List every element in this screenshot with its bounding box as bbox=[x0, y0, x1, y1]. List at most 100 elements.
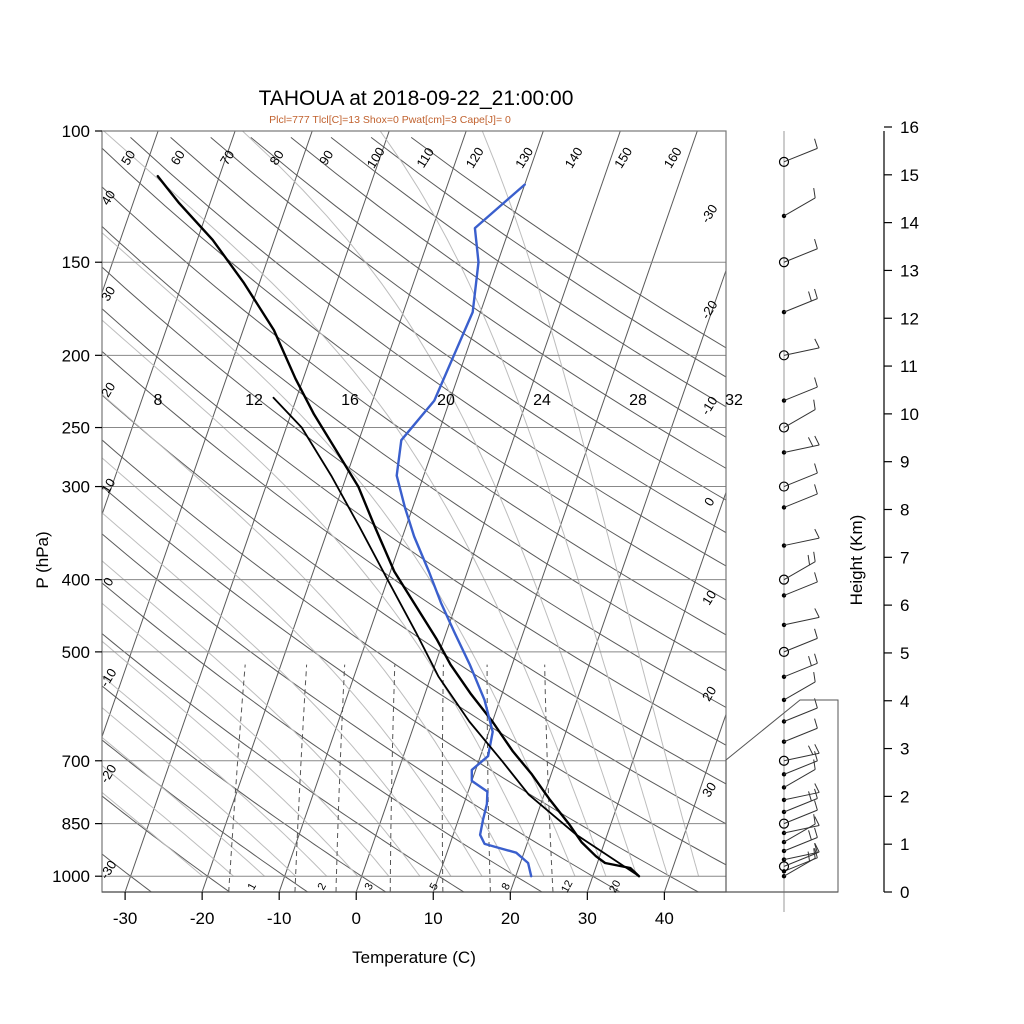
dry-adiabat-label: 60 bbox=[167, 148, 187, 168]
wind-barb-feather bbox=[814, 608, 820, 618]
moist-adiabat-label: 16 bbox=[341, 392, 359, 409]
height-tick-label: 1 bbox=[900, 835, 909, 854]
mixing-ratio-label: 8 bbox=[500, 881, 513, 892]
wind-level-marker bbox=[778, 755, 790, 766]
wind-barb-feather bbox=[813, 671, 816, 682]
mixing-ratio-label: 3 bbox=[363, 881, 376, 892]
wind-barb-feather bbox=[814, 463, 818, 474]
temperature-tick-label: -10 bbox=[267, 909, 292, 928]
wind-barb-feather bbox=[814, 751, 818, 762]
moist-adiabat-label: 28 bbox=[629, 392, 647, 409]
wind-level-marker bbox=[778, 818, 790, 829]
temperature-tick-label: 40 bbox=[655, 909, 674, 928]
wind-barb-feather bbox=[814, 628, 818, 639]
isotherm-label-left: 20 bbox=[98, 380, 118, 400]
wind-level-marker bbox=[778, 481, 790, 492]
wind-barb bbox=[783, 825, 820, 834]
isotherm-label-left: 40 bbox=[98, 188, 118, 208]
dry-adiabat-label: 90 bbox=[316, 148, 336, 168]
wind-barb-feather bbox=[814, 827, 818, 838]
wind-barb bbox=[783, 857, 818, 872]
pressure-tick-label: 400 bbox=[62, 571, 90, 590]
isotherm-label-right: 30 bbox=[699, 780, 719, 800]
mixing-ratio-label: 12 bbox=[559, 878, 575, 894]
plot-area bbox=[101, 130, 727, 893]
temperature-tick-label: -20 bbox=[190, 909, 215, 928]
pressure-tick-label: 150 bbox=[62, 253, 90, 272]
wind-barb bbox=[783, 662, 818, 678]
height-tick-label: 4 bbox=[900, 692, 909, 711]
isotherm-label-left: 30 bbox=[98, 284, 118, 304]
wind-barb-feather bbox=[814, 338, 820, 349]
wind-barb bbox=[783, 823, 816, 843]
wind-barb-feather bbox=[814, 800, 818, 811]
wind-barb-feather bbox=[814, 816, 820, 826]
pressure-tick-label: 1000 bbox=[52, 867, 90, 886]
wind-barb-feather bbox=[807, 437, 814, 447]
isotherm-label-left: -10 bbox=[97, 666, 120, 690]
height-tick-label: 2 bbox=[900, 787, 909, 806]
temperature-tick-label: 0 bbox=[351, 909, 360, 928]
wind-barb bbox=[783, 851, 820, 861]
moist-adiabat-label: 32 bbox=[725, 392, 743, 409]
y-axis-label: P (hPa) bbox=[33, 531, 52, 588]
wind-barb-feather bbox=[814, 377, 818, 388]
temperature-tick-label: -30 bbox=[113, 909, 138, 928]
wind-barb bbox=[783, 768, 816, 788]
dry-adiabat-label: 70 bbox=[217, 148, 237, 168]
height-tick-label: 11 bbox=[900, 357, 918, 376]
wind-barb bbox=[783, 444, 820, 453]
chart-subtitle: Plcl=777 Tlcl[C]=13 Shox=0 Pwat[cm]=3 Ca… bbox=[269, 114, 511, 126]
wind-barb-feather bbox=[808, 655, 812, 666]
wind-barb-feather bbox=[814, 842, 820, 853]
dry-adiabat-label: 80 bbox=[266, 148, 286, 168]
pressure-tick-label: 250 bbox=[62, 419, 90, 438]
temperature-tick-label: 30 bbox=[578, 909, 597, 928]
height-tick-label: 0 bbox=[900, 883, 909, 902]
mixing-ratio-label: 5 bbox=[428, 881, 441, 892]
wind-barb bbox=[783, 616, 820, 626]
wind-barb bbox=[783, 809, 818, 825]
wind-level-marker bbox=[778, 574, 790, 585]
wind-barb-feather bbox=[814, 239, 818, 249]
wind-barb-feather bbox=[807, 745, 814, 755]
wind-barb-feather bbox=[814, 528, 820, 539]
isotherm-label-left: 10 bbox=[98, 476, 118, 496]
dry-adiabat-label: 160 bbox=[661, 144, 685, 170]
pressure-tick-label: 200 bbox=[62, 346, 90, 365]
isotherm-label-right: -30 bbox=[698, 202, 721, 226]
x-axis-label: Temperature (C) bbox=[352, 948, 476, 967]
wind-barb bbox=[783, 727, 818, 743]
mixing-ratio-label: 2 bbox=[316, 881, 329, 892]
wind-barb bbox=[783, 537, 820, 547]
wind-barb bbox=[783, 347, 820, 356]
moist-adiabat-label: 12 bbox=[245, 392, 263, 409]
chart-title: TAHOUA at 2018-09-22_21:00:00 bbox=[259, 87, 574, 110]
pressure-tick-label: 850 bbox=[62, 815, 90, 834]
wind-barb-feather bbox=[808, 830, 812, 841]
wind-level-marker bbox=[778, 861, 790, 872]
wind-barb bbox=[783, 760, 818, 775]
wind-barb-feather bbox=[807, 554, 811, 565]
dry-adiabat-label: 100 bbox=[364, 144, 388, 170]
wind-level-marker bbox=[778, 156, 790, 167]
background-line-labels: 50 60 70 80 90 100 110 120 130 140 150 160403020100… bbox=[97, 144, 743, 894]
wind-barb bbox=[783, 581, 818, 596]
moist-adiabat-label: 20 bbox=[437, 392, 455, 409]
wind-barb bbox=[783, 561, 816, 581]
temperature-tick-label: 10 bbox=[424, 909, 443, 928]
wind-barb bbox=[783, 493, 818, 508]
wind-level-marker bbox=[778, 422, 790, 433]
wind-barb bbox=[783, 472, 818, 488]
wind-barb-feather bbox=[814, 788, 818, 799]
profile-curves bbox=[156, 175, 641, 878]
height-tick-label: 10 bbox=[900, 405, 919, 424]
wind-barb bbox=[783, 409, 816, 428]
wind-barb bbox=[783, 248, 818, 263]
pressure-axis: 100 150 200 250 300 400 500 700 850 1000 bbox=[52, 122, 102, 886]
wind-level-marker bbox=[778, 257, 790, 268]
height-tick-label: 5 bbox=[900, 644, 909, 663]
